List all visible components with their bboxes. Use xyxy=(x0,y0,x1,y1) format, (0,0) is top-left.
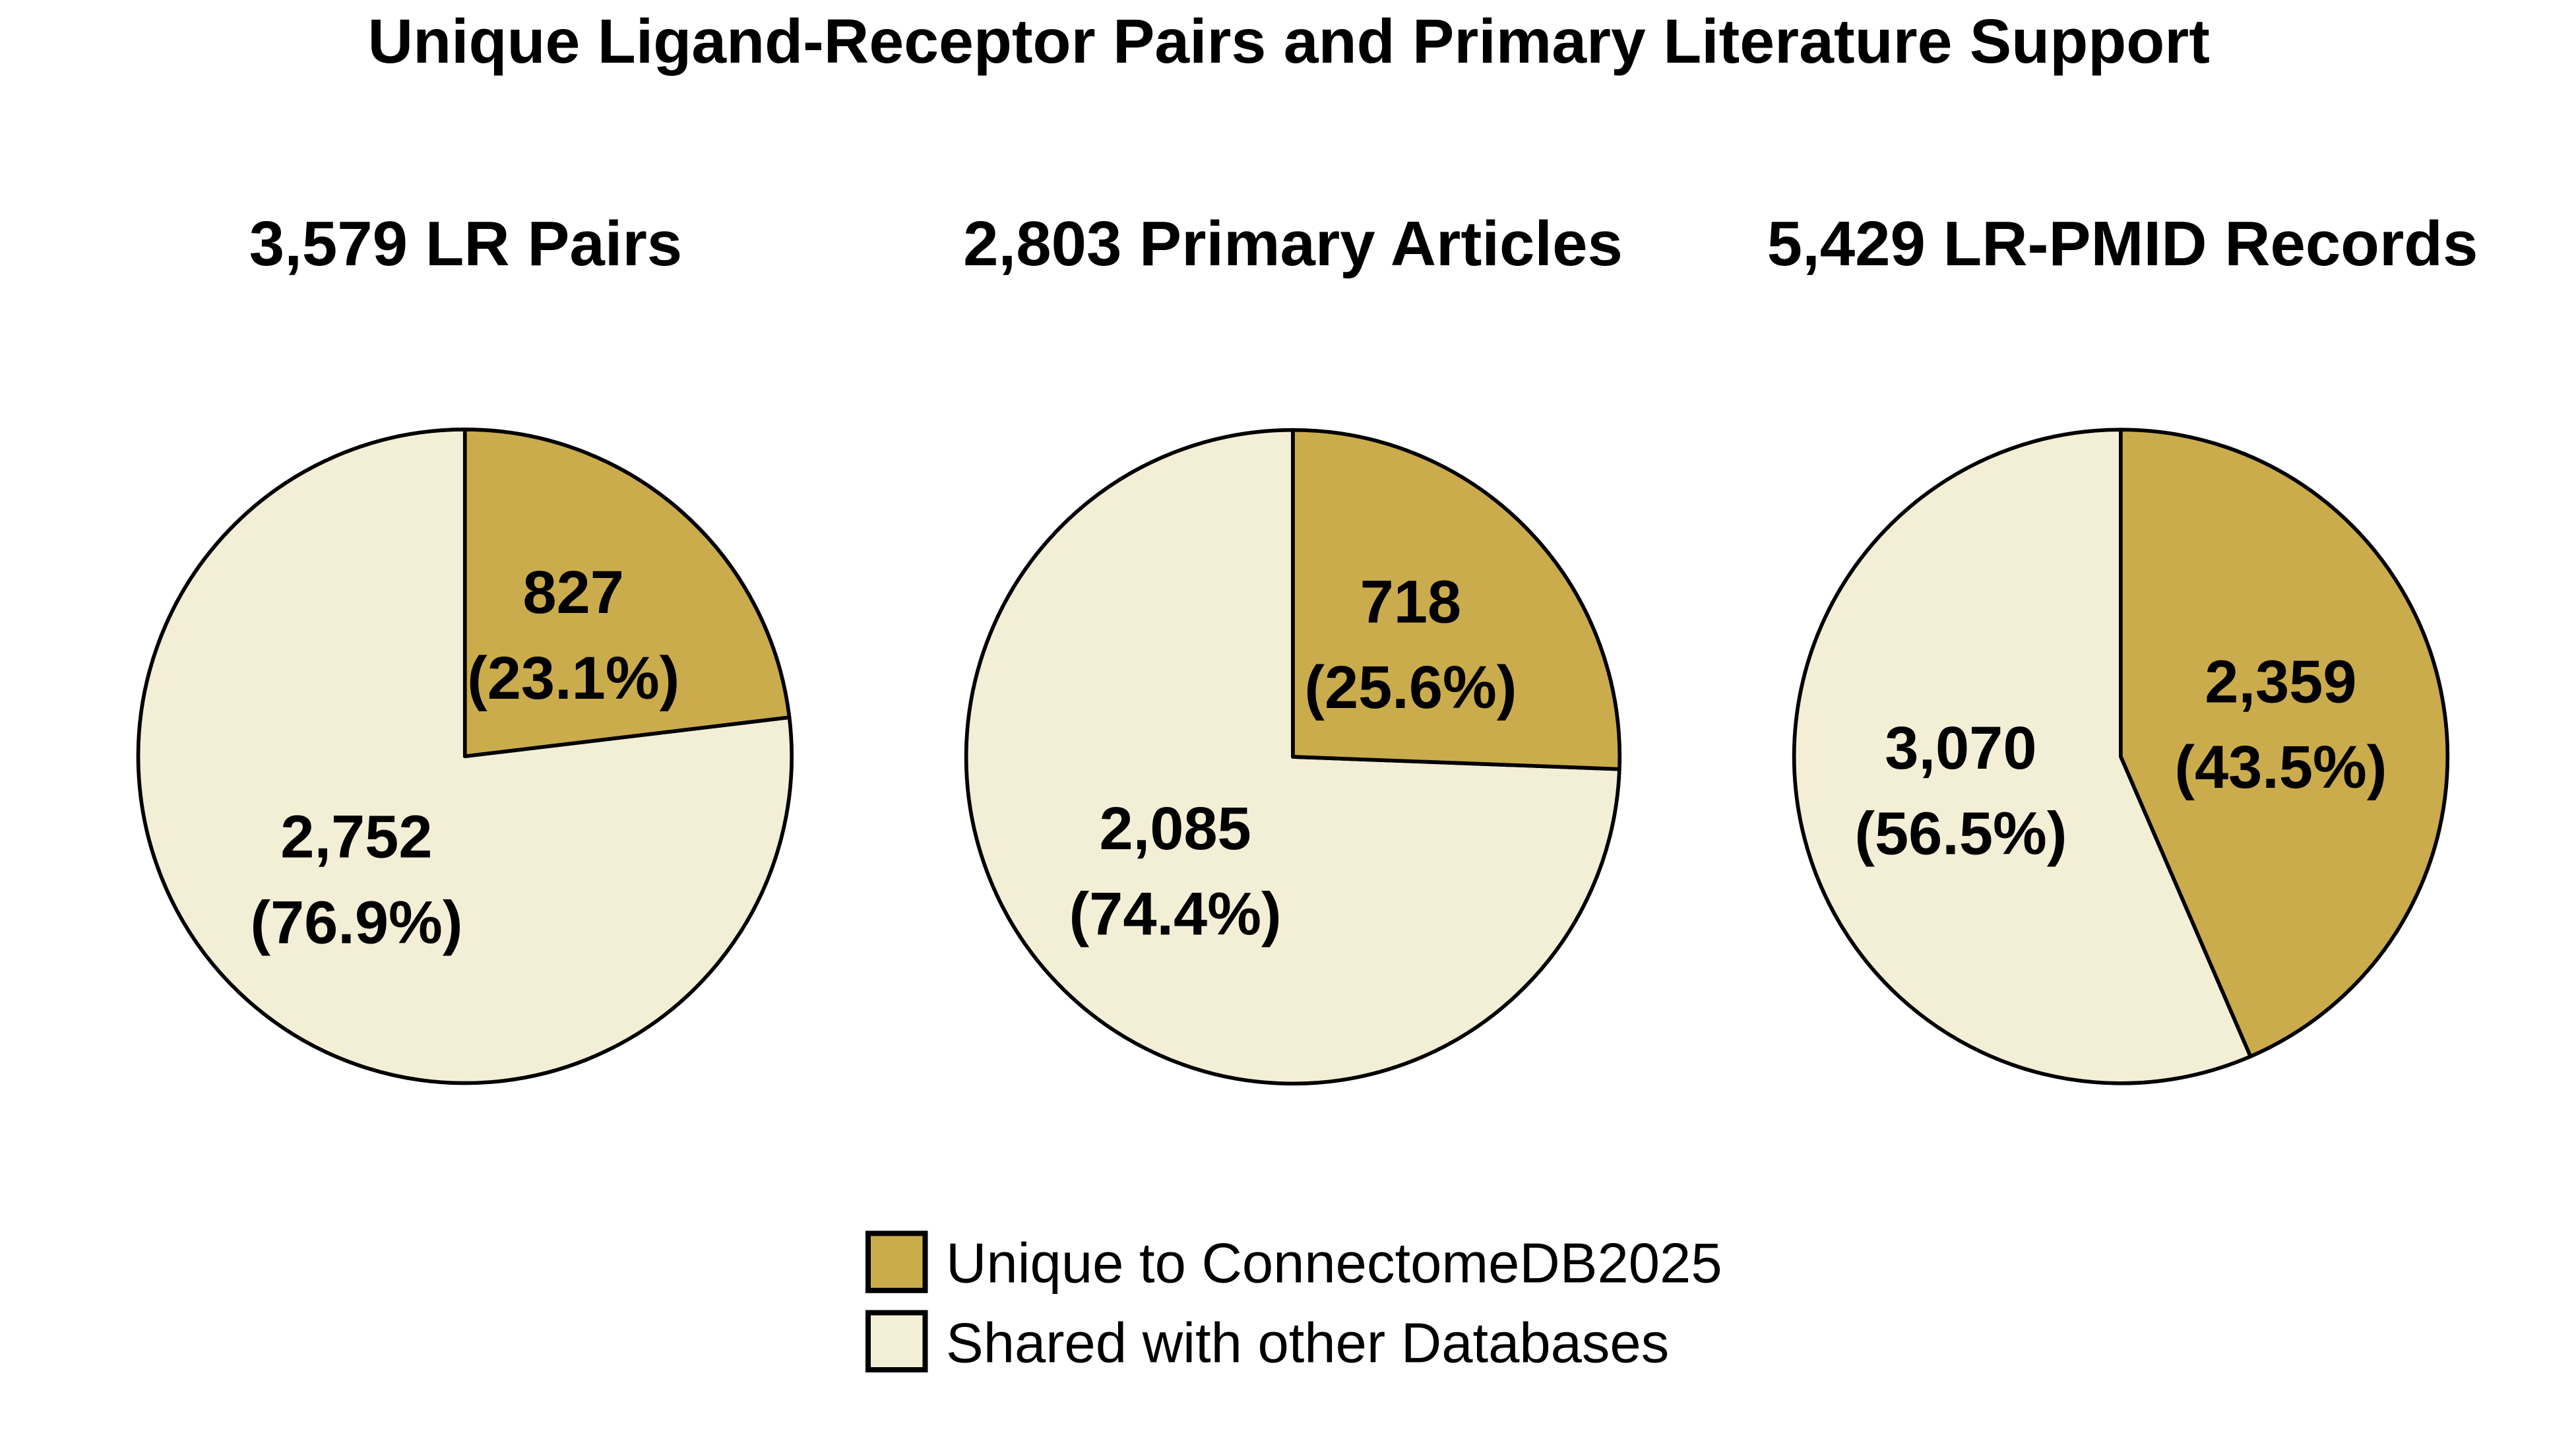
svg-text:3,579 LR Pairs: 3,579 LR Pairs xyxy=(249,209,682,279)
svg-text:Unique to ConnectomeDB2025: Unique to ConnectomeDB2025 xyxy=(946,1233,1722,1295)
svg-text:(74.4%): (74.4%) xyxy=(1069,881,1282,948)
svg-text:(76.9%): (76.9%) xyxy=(250,889,462,956)
svg-text:2,803 Primary Articles: 2,803 Primary Articles xyxy=(963,209,1623,279)
svg-text:827: 827 xyxy=(522,559,624,626)
svg-text:(43.5%): (43.5%) xyxy=(2174,734,2387,801)
svg-text:(56.5%): (56.5%) xyxy=(1854,800,2067,868)
svg-text:Shared with other Databases: Shared with other Databases xyxy=(946,1312,1669,1374)
svg-text:5,429 LR-PMID Records: 5,429 LR-PMID Records xyxy=(1767,209,2478,279)
svg-text:2,085: 2,085 xyxy=(1099,795,1251,862)
svg-text:(25.6%): (25.6%) xyxy=(1304,654,1517,721)
svg-text:Unique Ligand-Receptor Pairs a: Unique Ligand-Receptor Pairs and Primary… xyxy=(367,7,2209,77)
svg-text:(23.1%): (23.1%) xyxy=(467,645,679,712)
svg-text:2,359: 2,359 xyxy=(2205,649,2356,716)
svg-text:718: 718 xyxy=(1360,568,1462,635)
svg-text:2,752: 2,752 xyxy=(280,804,432,871)
svg-text:3,070: 3,070 xyxy=(1885,715,2036,782)
